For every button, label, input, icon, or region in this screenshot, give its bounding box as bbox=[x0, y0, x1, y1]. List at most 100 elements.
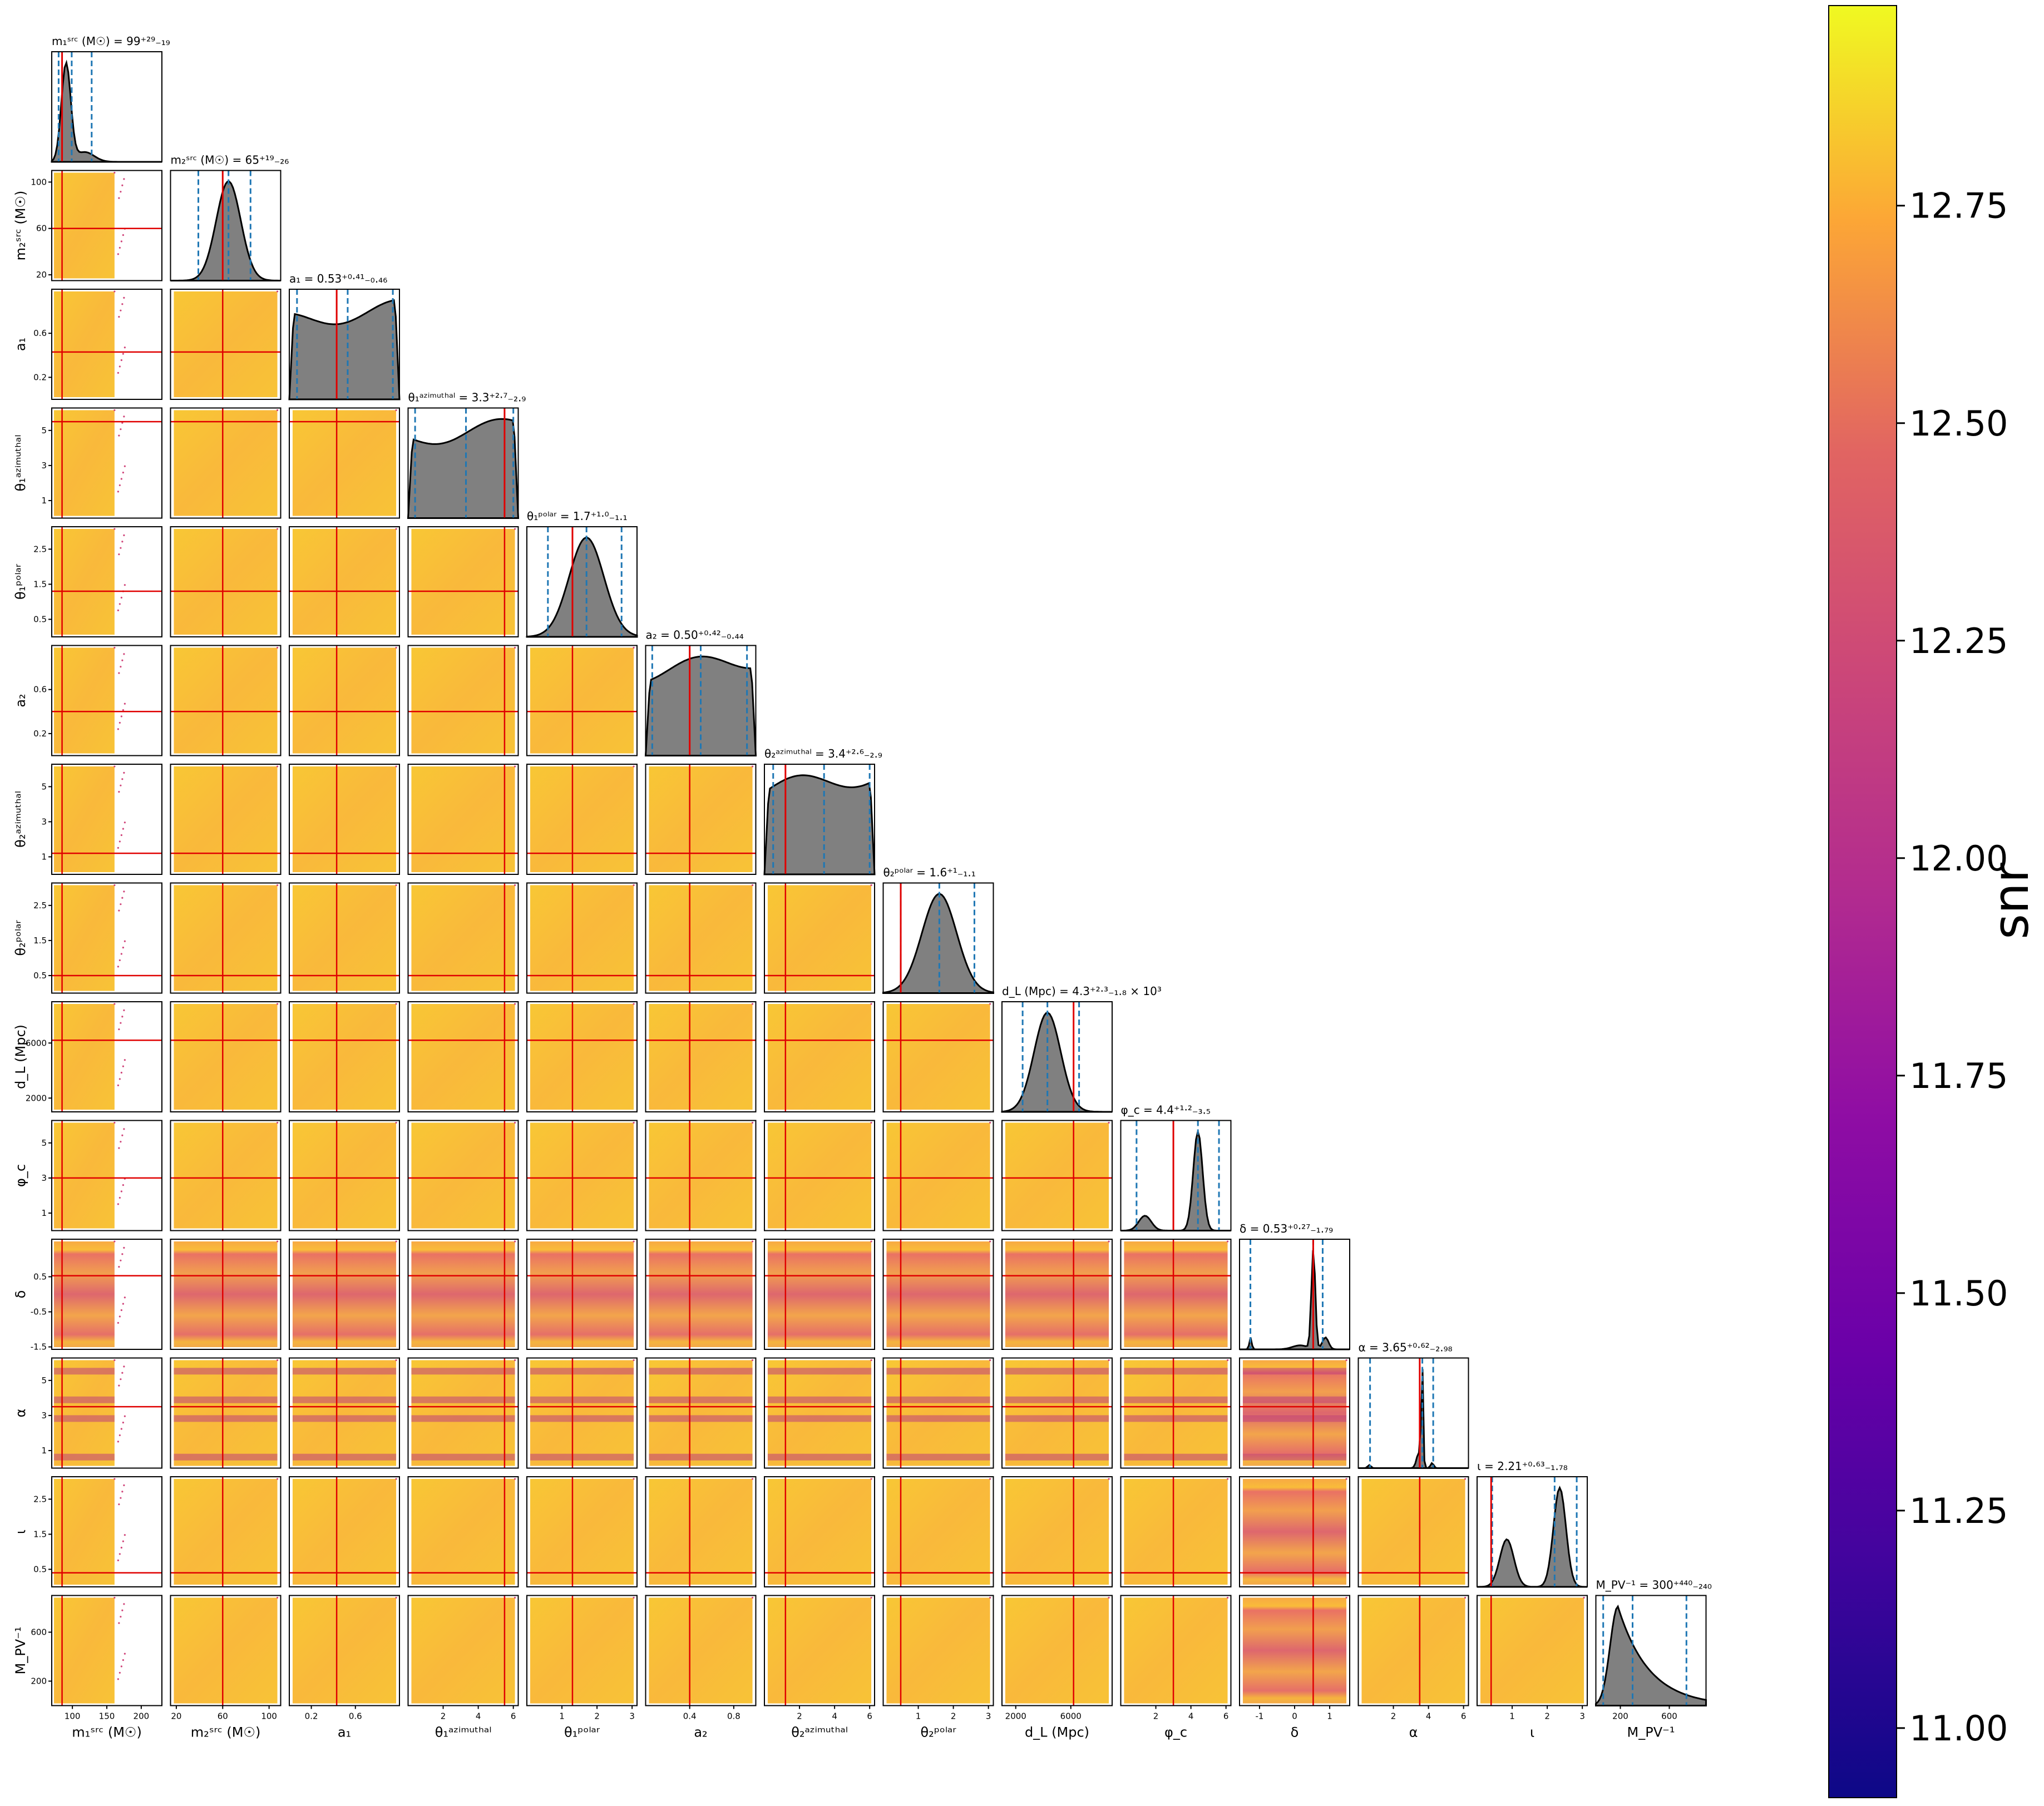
density-point bbox=[989, 1121, 991, 1124]
density-point bbox=[120, 784, 122, 786]
density-band bbox=[886, 1453, 990, 1461]
density-point bbox=[118, 790, 120, 793]
density-point bbox=[395, 765, 397, 768]
density-point bbox=[1345, 1478, 1347, 1480]
density-fill bbox=[292, 647, 397, 754]
density-band bbox=[53, 1453, 115, 1461]
density-phic-alpha bbox=[1120, 1357, 1232, 1469]
density-band bbox=[1005, 1415, 1109, 1422]
panel-frame bbox=[289, 764, 400, 875]
density-dl-alpha bbox=[1001, 1357, 1113, 1469]
histogram-title: a₂ = 0.50⁺⁰·⁴²₋₀.₄₄ bbox=[646, 629, 744, 642]
x-tick-label: 1 bbox=[1327, 1711, 1332, 1721]
density-point bbox=[117, 253, 119, 255]
panel-frame bbox=[645, 1595, 757, 1706]
panel-frame bbox=[1001, 1357, 1113, 1469]
panel-frame bbox=[764, 1476, 875, 1587]
y-tick-label: 1.5 bbox=[33, 1529, 47, 1539]
x-tick-label: 4 bbox=[1188, 1711, 1194, 1721]
density-band bbox=[292, 1415, 397, 1422]
density-fill bbox=[292, 1597, 397, 1704]
panel-frame bbox=[407, 882, 519, 994]
x-tick-label: 60 bbox=[218, 1711, 228, 1721]
density-fill bbox=[53, 1597, 115, 1704]
panel-frame bbox=[882, 882, 994, 994]
density-point bbox=[119, 246, 121, 249]
density-fill bbox=[411, 647, 515, 754]
histogram-title: θ₂ᵖᵒˡᵃʳ = 1.6⁺¹₋₁.₁ bbox=[883, 866, 976, 879]
panel-frame bbox=[289, 526, 400, 637]
density-fill bbox=[530, 1360, 634, 1466]
density-fill bbox=[1242, 1478, 1347, 1585]
density-fill bbox=[886, 1241, 990, 1348]
histogram-bars bbox=[170, 180, 281, 281]
density-point bbox=[870, 1121, 872, 1124]
panel-frame bbox=[882, 1120, 994, 1231]
density-point bbox=[119, 365, 121, 368]
density-point bbox=[122, 828, 124, 830]
density-fill bbox=[1005, 1360, 1109, 1466]
y-tick-label: 100 bbox=[31, 177, 47, 187]
panel-frame bbox=[407, 407, 519, 519]
density-point bbox=[514, 528, 516, 530]
density-fill bbox=[530, 1597, 634, 1704]
density-m2-delta bbox=[170, 1239, 282, 1350]
density-point bbox=[121, 897, 124, 899]
density-point bbox=[113, 1003, 116, 1005]
density-point bbox=[117, 847, 119, 849]
density-dl-delta bbox=[1001, 1239, 1113, 1350]
panel-frame bbox=[289, 1120, 400, 1231]
density-fill bbox=[174, 647, 278, 754]
density-point bbox=[122, 1422, 124, 1424]
density-point bbox=[989, 1478, 991, 1480]
density-point bbox=[123, 1603, 125, 1605]
density-point bbox=[276, 1596, 279, 1599]
density-point bbox=[121, 778, 124, 780]
density-point bbox=[751, 765, 754, 768]
density-band bbox=[292, 1453, 397, 1461]
y-tick-label: 0.5 bbox=[33, 614, 47, 624]
density-point bbox=[120, 953, 122, 955]
histogram-title: m₂ˢʳᶜ (M☉) = 65⁺¹⁹₋₂₆ bbox=[171, 154, 289, 167]
panel-frame bbox=[645, 1476, 757, 1587]
density-band bbox=[292, 1368, 397, 1375]
histogram-title: m₁ˢʳᶜ (M☉) = 99⁺²⁹₋₁₉ bbox=[52, 34, 170, 48]
histogram-bars bbox=[1595, 1604, 1707, 1706]
density-fill bbox=[411, 528, 515, 635]
x-tick-label: 100 bbox=[65, 1711, 81, 1721]
density-band bbox=[649, 1396, 753, 1403]
y-tick-label: 1.5 bbox=[33, 936, 47, 946]
panel-frame bbox=[1357, 1595, 1469, 1706]
density-m2-th1a bbox=[170, 407, 282, 519]
x-axis-label: m₁ˢʳᶜ (M☉) bbox=[72, 1725, 142, 1740]
panel-frame bbox=[170, 645, 282, 756]
density-band bbox=[649, 1415, 753, 1422]
density-th1a-alpha bbox=[407, 1357, 519, 1469]
density-th2a-dl bbox=[764, 1001, 875, 1112]
density-point bbox=[989, 1003, 991, 1005]
panel-frame bbox=[1120, 1476, 1232, 1587]
density-point bbox=[119, 959, 121, 962]
density-fill bbox=[53, 291, 115, 398]
density-th2p-dl bbox=[882, 1001, 994, 1112]
density-point bbox=[124, 1534, 126, 1536]
density-point bbox=[123, 653, 125, 655]
histogram-a2: a₂ = 0.50⁺⁰·⁴²₋₀.₄₄ bbox=[644, 629, 757, 756]
density-m1-iota: 0.5 1.5 2.5 ι bbox=[13, 1476, 162, 1587]
density-fill bbox=[649, 1478, 753, 1585]
x-tick-label: 6 bbox=[1461, 1711, 1467, 1721]
density-point bbox=[633, 884, 635, 887]
density-fill bbox=[174, 1003, 278, 1110]
y-tick-label: 2.5 bbox=[33, 900, 47, 911]
histogram-bars bbox=[1477, 1486, 1587, 1588]
density-point bbox=[120, 240, 122, 243]
panel-frame bbox=[289, 289, 400, 400]
panel-frame bbox=[407, 526, 519, 637]
y-tick-label: 5 bbox=[41, 781, 47, 791]
density-point bbox=[123, 415, 125, 418]
density-point bbox=[395, 646, 397, 649]
panel-frame bbox=[1120, 1239, 1232, 1350]
density-th2p-phic bbox=[882, 1120, 994, 1231]
panel-frame bbox=[764, 1357, 875, 1469]
